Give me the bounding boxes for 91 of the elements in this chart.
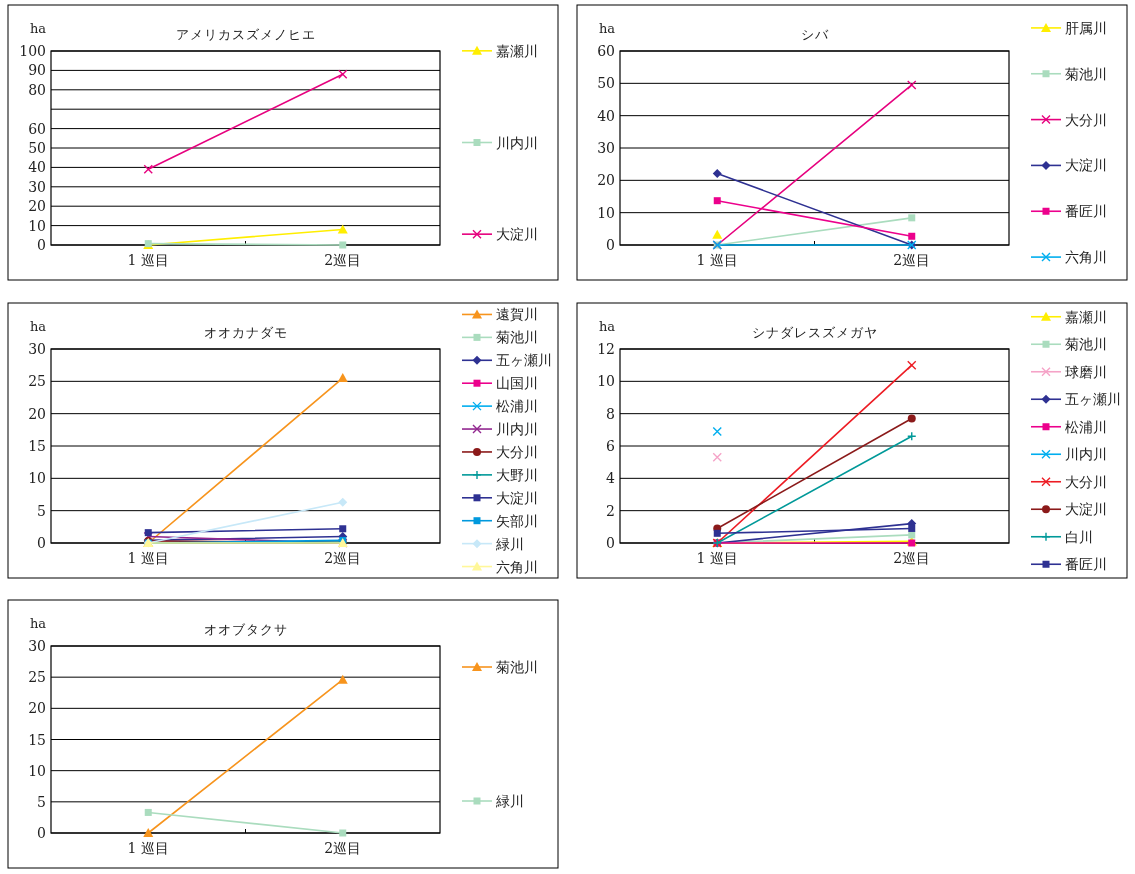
y-tick-label: 10: [597, 204, 615, 221]
y-tick-label: 30: [597, 140, 615, 156]
legend-label: 球磨川: [1065, 363, 1107, 380]
x-tick-label: 1 巡目: [127, 550, 169, 566]
y-tick-label: 50: [28, 140, 46, 156]
legend-label: 大淀川: [1065, 501, 1107, 518]
chart-title: シバ: [800, 27, 829, 42]
chart-title: オオブタクサ: [203, 622, 288, 637]
legend-label: 川内川: [1065, 446, 1107, 463]
legend-label: 白川: [1065, 528, 1093, 545]
legend-label: 番匠川: [1065, 556, 1107, 573]
y-tick-label: 2: [606, 502, 615, 519]
legend-label: 五ヶ瀬川: [1065, 391, 1121, 408]
y-tick-label: 10: [597, 373, 615, 390]
x-tick-label: 1 巡目: [127, 252, 169, 268]
y-tick-label: 100: [19, 43, 46, 59]
y-tick-label: 0: [606, 237, 615, 253]
y-tick-label: 10: [28, 762, 46, 779]
y-tick-label: 10: [28, 470, 46, 487]
y-tick-label: 80: [28, 81, 46, 98]
legend-label: 五ヶ瀬川: [496, 352, 552, 369]
legend-label: 番匠川: [1065, 203, 1107, 220]
legend-label: 大分川: [1065, 473, 1107, 490]
y-tick-label: 30: [28, 178, 46, 195]
y-tick-label: 4: [606, 470, 616, 487]
legend-label: 川内川: [496, 421, 538, 438]
x-tick-label: 2巡目: [893, 550, 931, 566]
legend-label: 大淀川: [496, 226, 538, 243]
y-tick-label: 15: [28, 438, 46, 454]
legend-label: 緑川: [495, 793, 524, 809]
legend-label: 矢部川: [496, 512, 538, 529]
y-tick-label: 5: [37, 502, 46, 519]
y-tick-label: 0: [37, 237, 46, 253]
legend-label: 六角川: [496, 558, 538, 575]
y-axis-title: ha: [30, 319, 47, 334]
legend-label: 松浦川: [496, 398, 538, 415]
y-tick-label: 0: [606, 535, 615, 551]
legend-label: 川内川: [496, 134, 538, 151]
y-tick-label: 0: [37, 825, 46, 841]
y-tick-label: 40: [597, 107, 615, 124]
legend-label: 遠賀川: [496, 306, 538, 323]
legend-label: 嘉瀬川: [1065, 308, 1107, 325]
y-axis-title: ha: [30, 616, 47, 631]
y-axis-title: ha: [599, 21, 616, 36]
y-tick-label: 10: [28, 217, 46, 234]
y-tick-label: 25: [28, 373, 46, 390]
y-tick-label: 30: [28, 638, 46, 654]
chart-title: アメリカスズメノヒエ: [175, 27, 316, 42]
y-tick-label: 12: [597, 341, 615, 357]
y-tick-label: 40: [28, 159, 46, 176]
y-tick-label: 90: [28, 62, 46, 79]
y-tick-label: 25: [28, 669, 46, 686]
y-tick-label: 50: [597, 75, 615, 92]
y-tick-label: 5: [37, 793, 46, 810]
x-tick-label: 1 巡目: [696, 550, 738, 566]
x-tick-label: 2巡目: [324, 550, 362, 566]
y-tick-label: 15: [28, 731, 46, 748]
y-tick-label: 6: [606, 438, 616, 454]
legend-label: 菊池川: [1065, 336, 1107, 353]
legend-label: 菊池川: [1065, 65, 1107, 82]
y-tick-label: 8: [606, 405, 615, 422]
legend-label: 嘉瀬川: [496, 42, 538, 59]
y-axis-title: ha: [599, 319, 616, 334]
chart-title: シナダレスズメガヤ: [751, 325, 878, 340]
y-tick-label: 60: [28, 120, 46, 137]
x-tick-label: 1 巡目: [127, 840, 169, 856]
x-tick-label: 2巡目: [324, 252, 362, 268]
y-tick-label: 20: [597, 172, 615, 189]
legend-label: 大分川: [1065, 111, 1107, 128]
y-tick-label: 60: [597, 43, 615, 59]
y-tick-label: 20: [28, 405, 46, 422]
legend-label: 大野川: [496, 466, 538, 483]
legend-label: 菊池川: [496, 329, 538, 346]
y-tick-label: 30: [28, 341, 46, 357]
legend-label: 大淀川: [496, 489, 538, 506]
legend-label: 緑川: [495, 535, 524, 552]
legend-label: 松浦川: [1065, 418, 1107, 435]
chart-title: オオカナダモ: [203, 325, 288, 340]
legend-label: 山国川: [496, 375, 538, 392]
y-axis-title: ha: [30, 21, 47, 36]
legend-label: 菊池川: [496, 659, 538, 675]
y-tick-label: 20: [28, 198, 46, 215]
x-tick-label: 2巡目: [324, 840, 362, 856]
y-tick-label: 0: [37, 535, 46, 551]
y-tick-label: 20: [28, 700, 46, 717]
legend-label: 大分川: [496, 443, 538, 460]
legend-label: 大淀川: [1065, 157, 1107, 174]
x-tick-label: 2巡目: [893, 252, 931, 268]
legend-label: 肝属川: [1065, 19, 1107, 36]
legend-label: 六角川: [1065, 249, 1107, 266]
x-tick-label: 1 巡目: [696, 252, 738, 268]
